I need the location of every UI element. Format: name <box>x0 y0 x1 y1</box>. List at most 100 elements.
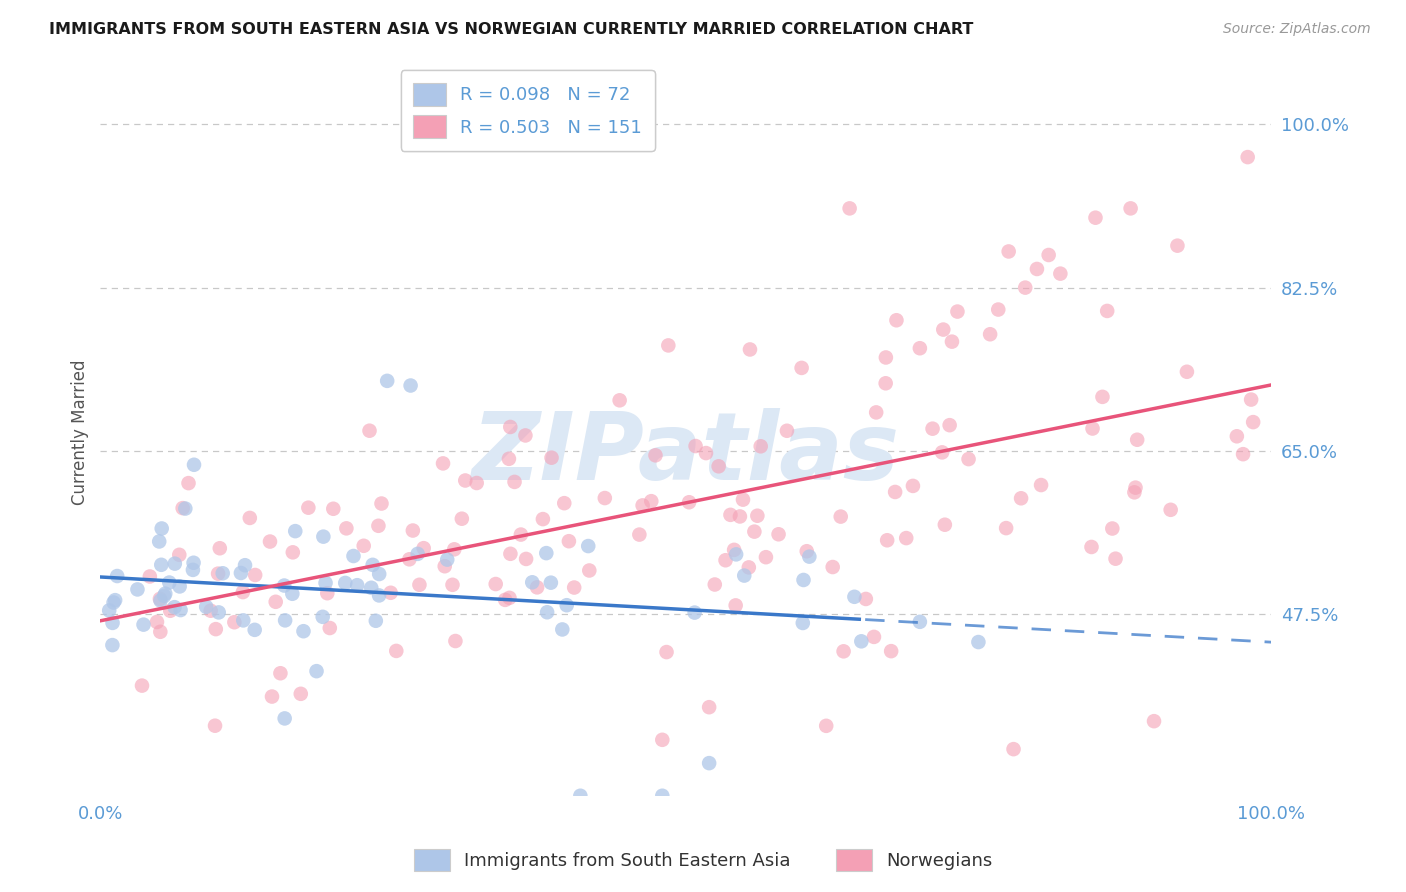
Point <box>522 575 544 590</box>
Point <box>515 552 537 566</box>
Point <box>319 621 342 635</box>
Point <box>932 322 955 336</box>
Point <box>243 568 266 582</box>
Point <box>1232 447 1254 461</box>
Point <box>101 615 124 630</box>
Point <box>1143 714 1166 728</box>
Point <box>402 524 425 538</box>
Point <box>683 606 706 620</box>
Point <box>499 420 522 434</box>
Point <box>931 445 953 459</box>
Point <box>139 569 162 583</box>
Point <box>361 558 384 572</box>
Point <box>536 546 558 560</box>
Point <box>498 591 520 605</box>
Point <box>934 517 956 532</box>
Point <box>159 604 181 618</box>
Point <box>631 499 654 513</box>
Point <box>432 457 454 471</box>
Point <box>155 586 177 600</box>
Point <box>380 586 402 600</box>
Point <box>1091 390 1114 404</box>
Point <box>281 587 304 601</box>
Point <box>796 544 818 558</box>
Point <box>678 495 700 509</box>
Point <box>146 615 169 629</box>
Point <box>768 527 790 541</box>
Point <box>297 500 319 515</box>
Point <box>322 501 344 516</box>
Point <box>274 613 297 627</box>
Point <box>644 448 666 462</box>
Point <box>838 202 860 216</box>
Point <box>211 566 233 581</box>
Point <box>855 591 877 606</box>
Point <box>292 624 315 639</box>
Point <box>724 599 747 613</box>
Point <box>1010 491 1032 506</box>
Point <box>450 512 472 526</box>
Point <box>485 577 508 591</box>
Point <box>127 582 149 597</box>
Point <box>204 719 226 733</box>
Point <box>368 567 391 582</box>
Point <box>443 542 465 557</box>
Legend: Immigrants from South Eastern Asia, Norwegians: Immigrants from South Eastern Asia, Norw… <box>406 842 1000 879</box>
Point <box>499 547 522 561</box>
Point <box>979 327 1001 342</box>
Point <box>342 549 364 563</box>
Point <box>353 539 375 553</box>
Point <box>593 491 616 505</box>
Point <box>441 578 464 592</box>
Point <box>148 534 170 549</box>
Point <box>273 711 295 725</box>
Point <box>149 593 172 607</box>
Point <box>1101 522 1123 536</box>
Point <box>174 501 197 516</box>
Point <box>273 578 295 592</box>
Point <box>169 579 191 593</box>
Point <box>707 459 730 474</box>
Point <box>876 533 898 548</box>
Point <box>375 374 398 388</box>
Point <box>609 393 631 408</box>
Point <box>132 617 155 632</box>
Point <box>368 589 391 603</box>
Point <box>157 575 180 590</box>
Point <box>433 559 456 574</box>
Point <box>346 578 368 592</box>
Point <box>1119 202 1142 216</box>
Point <box>399 378 422 392</box>
Point <box>901 479 924 493</box>
Point <box>284 524 307 538</box>
Point <box>408 578 430 592</box>
Point <box>799 549 821 564</box>
Point <box>987 302 1010 317</box>
Point <box>360 581 382 595</box>
Point <box>540 450 562 465</box>
Point <box>908 341 931 355</box>
Point <box>172 501 194 516</box>
Point <box>281 545 304 559</box>
Point <box>454 474 477 488</box>
Point <box>98 603 121 617</box>
Point <box>776 424 799 438</box>
Point <box>875 351 897 365</box>
Point <box>685 439 707 453</box>
Point <box>875 376 897 391</box>
Point <box>169 548 191 562</box>
Point <box>997 244 1019 259</box>
Point <box>465 475 488 490</box>
Point <box>830 509 852 524</box>
Point <box>558 534 581 549</box>
Point <box>503 475 526 489</box>
Point <box>578 564 600 578</box>
Point <box>149 624 172 639</box>
Point <box>747 508 769 523</box>
Point <box>208 541 231 556</box>
Text: ZIPatlas: ZIPatlas <box>471 408 900 500</box>
Point <box>1160 503 1182 517</box>
Text: IMMIGRANTS FROM SOUTH EASTERN ASIA VS NORWEGIAN CURRENTLY MARRIED CORRELATION CH: IMMIGRANTS FROM SOUTH EASTERN ASIA VS NO… <box>49 22 973 37</box>
Point <box>1236 150 1258 164</box>
Point <box>195 599 218 614</box>
